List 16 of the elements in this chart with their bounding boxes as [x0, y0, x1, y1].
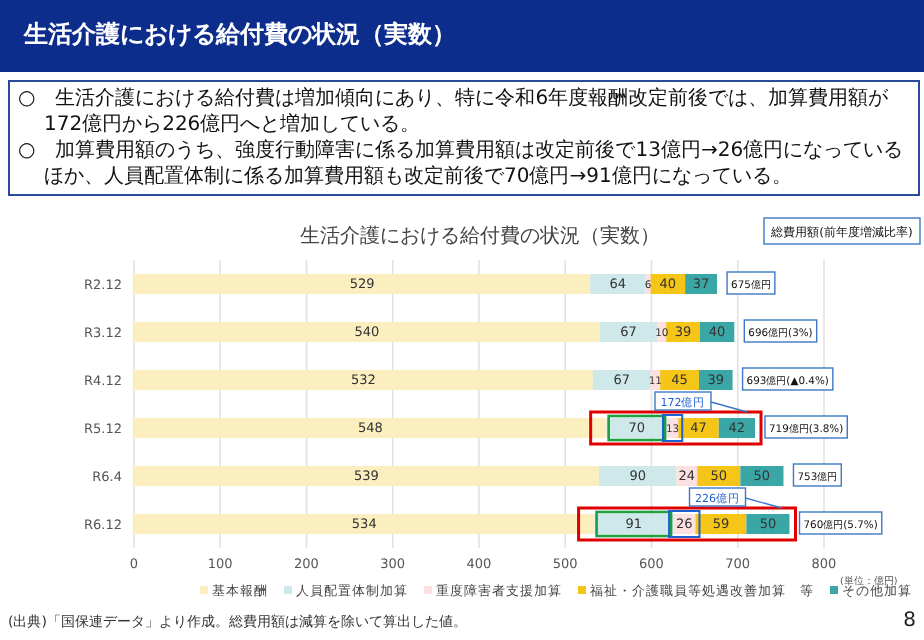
bar	[134, 466, 599, 486]
chart-subtitle: 生活介護における給付費の状況（実数）	[300, 224, 660, 248]
bar	[134, 514, 595, 534]
bar	[134, 274, 591, 294]
bar	[590, 274, 646, 294]
bar	[746, 514, 790, 534]
chart-title: 生活介護における給付費の状況（実数）	[24, 18, 456, 52]
bar	[134, 370, 593, 390]
text: 8	[903, 610, 916, 632]
text: ○ 加算費用額のうち、強度行動障害に係る加算費用額は改定前後で13億円→26億円になっているほか、人員配置体制に係る加算費用額も改定前後で70億円→91億円になっている。	[18, 138, 906, 190]
bar	[599, 322, 658, 342]
text: ○ 生活介護における給付費は増加傾向にあり、特に令和6年度報酬改定前後では、加算費用額が172億円から226億円へと増加している。	[18, 86, 891, 138]
bar	[134, 418, 607, 438]
bar	[592, 370, 651, 390]
bar	[598, 466, 677, 486]
bar	[134, 322, 600, 342]
